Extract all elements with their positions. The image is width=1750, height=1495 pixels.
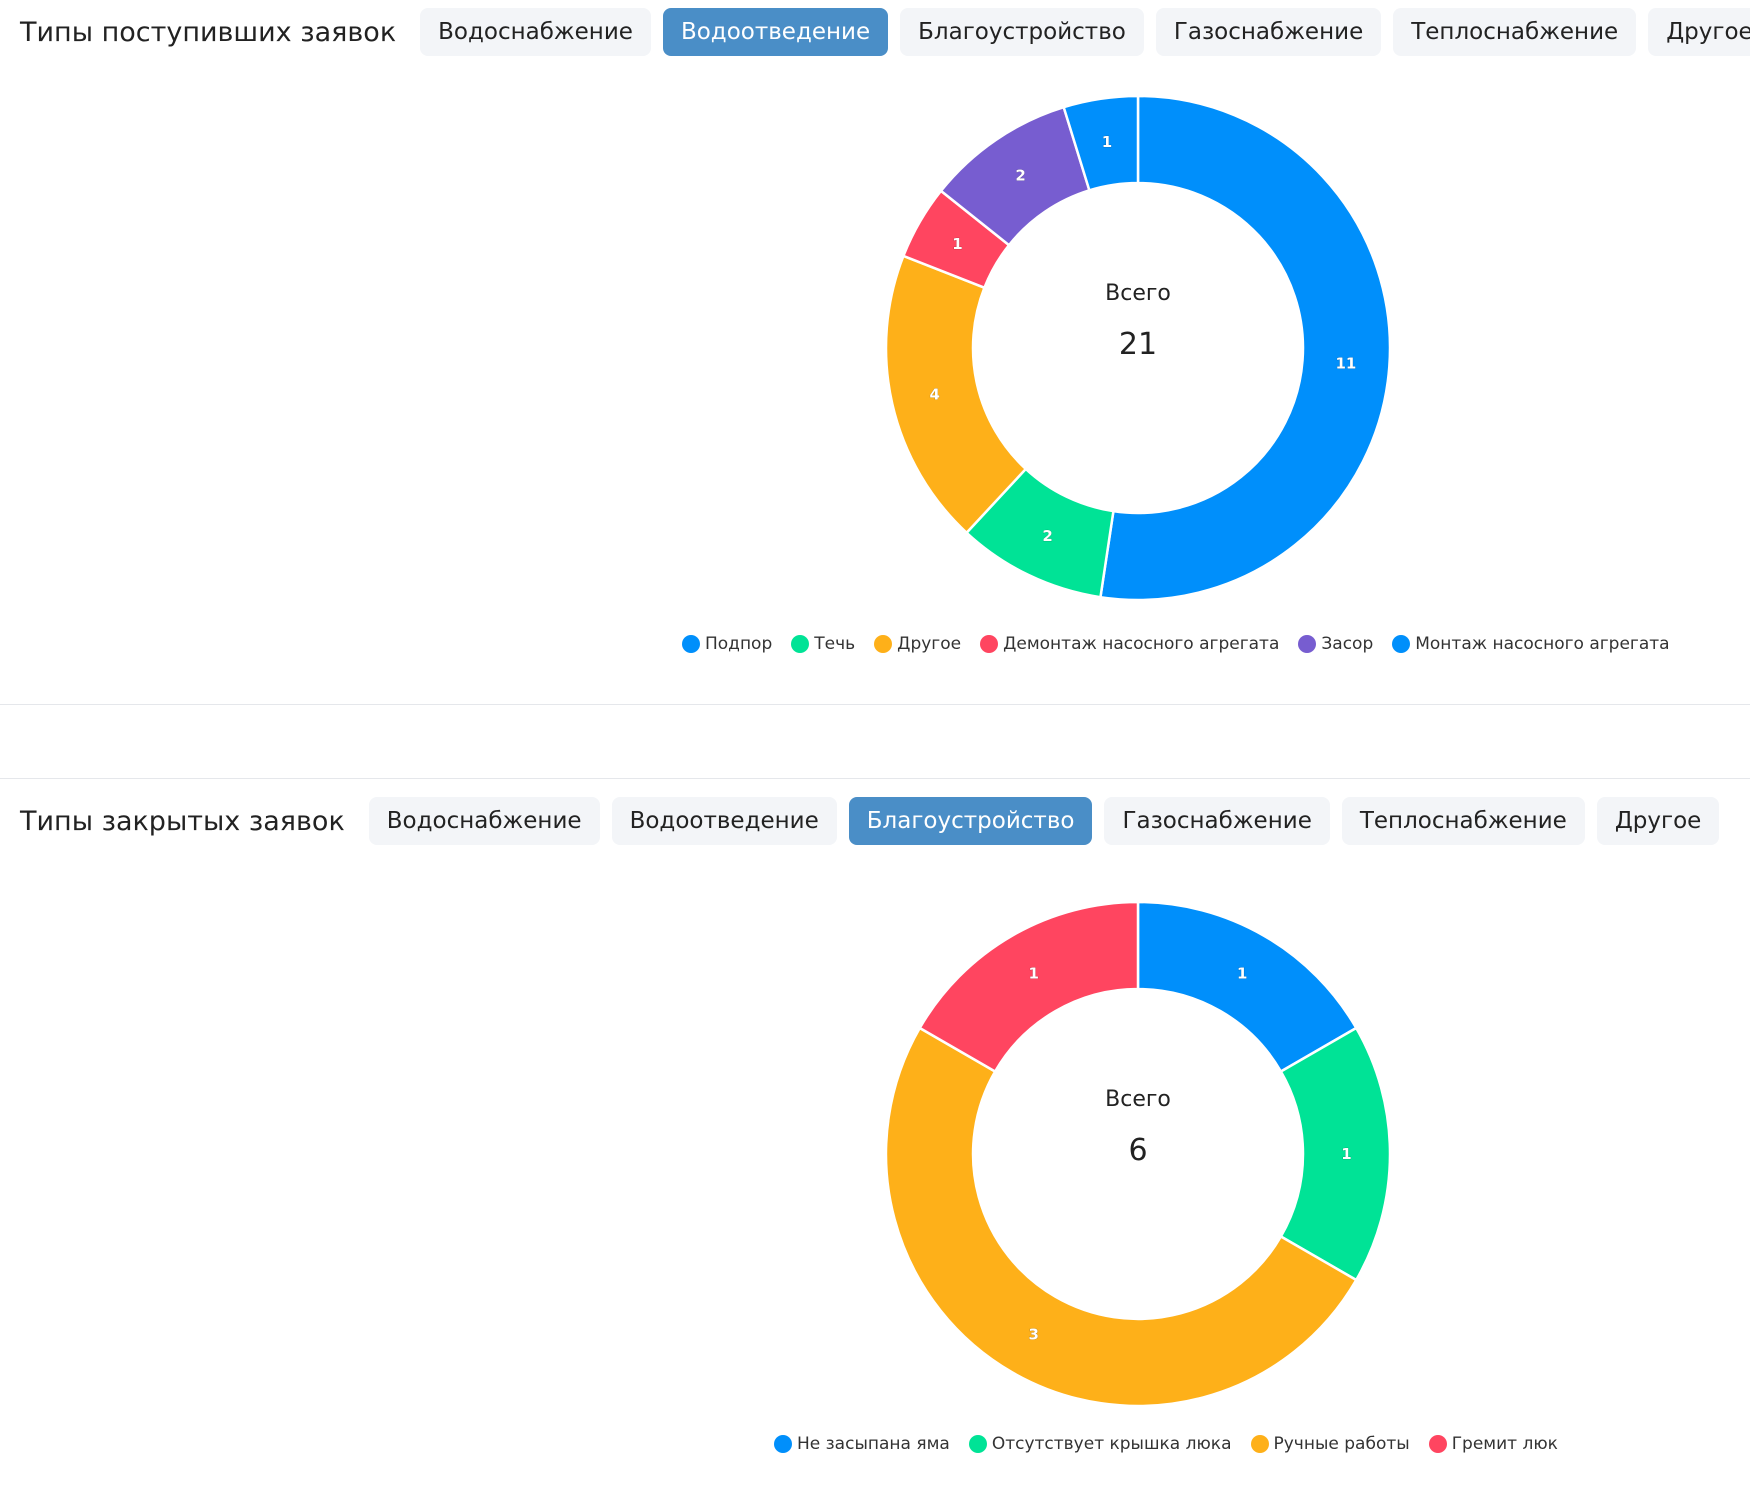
center-total-label: Всего bbox=[1105, 281, 1171, 306]
slice-value-label: 1 bbox=[952, 235, 962, 253]
section-header: Типы закрытых заявок Водоснабжение Водоо… bbox=[20, 797, 1731, 845]
legend-label: Ручные работы bbox=[1273, 1434, 1410, 1454]
legend-label: Течь bbox=[814, 634, 856, 654]
donut-slice[interactable] bbox=[884, 1026, 1358, 1408]
legend-marker bbox=[791, 635, 810, 653]
legend-label: Демонтаж насосного агрегата bbox=[1003, 634, 1280, 654]
donut-slice[interactable] bbox=[918, 900, 1140, 1074]
legend-marker bbox=[1298, 635, 1317, 653]
legend-marker bbox=[980, 635, 999, 653]
tab-landscaping[interactable]: Благоустройство bbox=[900, 8, 1144, 56]
slice-value-label: 4 bbox=[930, 385, 940, 403]
section-title: Типы поступивших заявок bbox=[20, 16, 397, 48]
section-gap bbox=[0, 705, 1750, 777]
slice-value-label: 1 bbox=[1102, 133, 1112, 151]
legend-label: Гремит люк bbox=[1451, 1434, 1558, 1454]
legend-item[interactable]: Другое bbox=[874, 634, 961, 654]
donut-slice[interactable] bbox=[1279, 1026, 1392, 1282]
legend-marker bbox=[1250, 1435, 1269, 1453]
legend-item[interactable]: Демонтаж насосного агрегата bbox=[980, 634, 1279, 654]
tab-water-supply[interactable]: Водоснабжение bbox=[420, 8, 651, 56]
legend-item[interactable]: Ручные работы bbox=[1250, 1434, 1410, 1454]
tab-water-supply[interactable]: Водоснабжение bbox=[368, 797, 600, 845]
legend-item[interactable]: Не засыпана яма bbox=[774, 1434, 950, 1454]
donut-slice[interactable] bbox=[1062, 94, 1140, 192]
tab-other[interactable]: Другое bbox=[1596, 797, 1720, 845]
legend-label: Отсутствует крышка люка bbox=[991, 1434, 1232, 1454]
incoming-requests-section: Типы поступивших заявок Водоснабжение Во… bbox=[0, 0, 1750, 705]
slice-value-label: 1 bbox=[1029, 964, 1039, 982]
slice-value-label: 1 bbox=[1341, 1145, 1351, 1163]
slice-value-label: 2 bbox=[1015, 167, 1025, 185]
legend-item[interactable]: Подпор bbox=[682, 634, 772, 654]
slice-value-label: 3 bbox=[1029, 1326, 1039, 1344]
donut-slice[interactable] bbox=[884, 254, 1028, 535]
slice-value-label: 11 bbox=[1335, 355, 1356, 373]
tab-heat-supply[interactable]: Теплоснабжение bbox=[1393, 8, 1637, 56]
center-total-value: 6 bbox=[1128, 1133, 1147, 1168]
tab-gas-supply[interactable]: Газоснабжение bbox=[1155, 8, 1382, 56]
legend-label: Подпор bbox=[705, 634, 773, 654]
legend-marker bbox=[968, 1435, 987, 1453]
legend-marker bbox=[1428, 1435, 1447, 1453]
tab-other[interactable]: Другое bbox=[1648, 8, 1750, 56]
legend-item[interactable]: Монтаж насосного агрегата bbox=[1392, 634, 1670, 654]
chart-legend: Не засыпана яма Отсутствует крышка люка Ру… bbox=[774, 1434, 1577, 1454]
legend-label: Не засыпана яма bbox=[797, 1434, 950, 1454]
section-header: Типы поступивших заявок Водоснабжение Во… bbox=[20, 8, 1750, 56]
tab-gas-supply[interactable]: Газоснабжение bbox=[1104, 797, 1330, 845]
tab-heat-supply[interactable]: Теплоснабжение bbox=[1341, 797, 1585, 845]
legend-marker bbox=[874, 635, 893, 653]
legend-label: Монтаж насосного агрегата bbox=[1415, 634, 1670, 654]
category-tabs: Водоснабжение Водоотведение Благоустройс… bbox=[368, 797, 1732, 845]
legend-item[interactable]: Гремит люк bbox=[1428, 1434, 1558, 1454]
section-title: Типы закрытых заявок bbox=[20, 805, 345, 837]
legend-item[interactable]: Отсутствует крышка люка bbox=[968, 1434, 1232, 1454]
legend-item[interactable]: Засор bbox=[1298, 634, 1373, 654]
legend-label: Другое bbox=[897, 634, 962, 654]
category-tabs: Водоснабжение Водоотведение Благоустройс… bbox=[420, 8, 1750, 56]
donut-slice[interactable] bbox=[1099, 94, 1392, 602]
chart-legend: Подпор Течь Другое Демонтаж насосного агрег… bbox=[682, 634, 1689, 654]
slice-value-label: 2 bbox=[1042, 527, 1052, 545]
center-total-value: 21 bbox=[1119, 327, 1157, 362]
closed-requests-section: Типы закрытых заявок Водоснабжение Водоо… bbox=[0, 778, 1750, 1495]
closed-donut-chart: 1 1 3 1 Всего 6 bbox=[884, 900, 1392, 1408]
center-total-label: Всего bbox=[1105, 1087, 1171, 1112]
slice-value-label: 1 bbox=[1237, 964, 1247, 982]
legend-label: Засор bbox=[1321, 634, 1374, 654]
legend-marker bbox=[774, 1435, 792, 1453]
tab-water-disposal[interactable]: Водоотведение bbox=[611, 797, 837, 845]
tab-water-disposal[interactable]: Водоотведение bbox=[662, 8, 889, 56]
tab-landscaping[interactable]: Благоустройство bbox=[848, 797, 1093, 845]
legend-marker bbox=[682, 635, 700, 653]
legend-marker bbox=[1392, 635, 1411, 653]
legend-item[interactable]: Течь bbox=[791, 634, 855, 654]
